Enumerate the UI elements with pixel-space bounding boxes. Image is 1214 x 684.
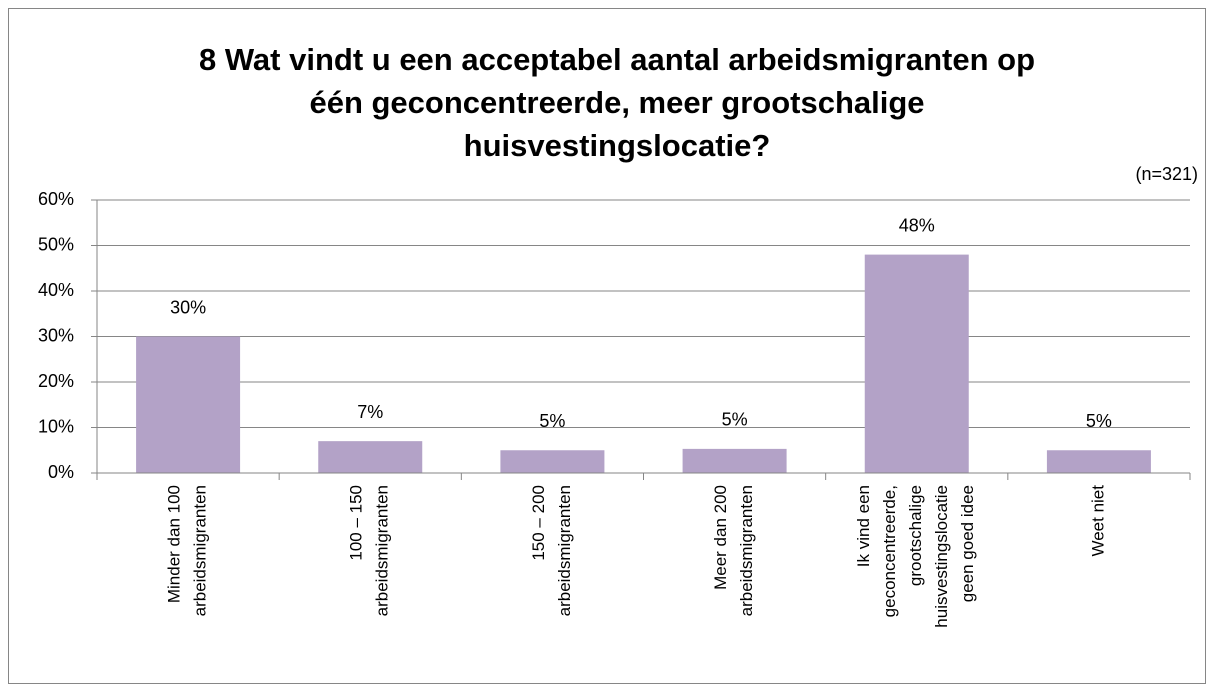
bar (1046, 450, 1151, 473)
chart-title: huisvestingslocatie? (464, 128, 771, 163)
x-tick-label: geen goed idee (958, 485, 977, 602)
y-tick-label: 50% (38, 234, 74, 254)
chart-subtitle: (n=321) (1135, 164, 1198, 184)
x-tick-label: Minder dan 100 (165, 485, 184, 603)
x-tick-label: arbeidsmigranten (555, 485, 574, 616)
chart-title: 8 Wat vindt u een acceptabel aantal arbe… (199, 42, 1035, 77)
value-label: 48% (899, 215, 935, 235)
x-tick-label: Ik vind een (854, 485, 873, 567)
x-tick-label: geconcentreerde, (880, 485, 899, 617)
value-label: 5% (722, 410, 748, 430)
bar (136, 336, 241, 473)
y-tick-label: 30% (38, 325, 74, 345)
x-tick-label: Meer dan 200 (711, 485, 730, 590)
value-label: 7% (357, 402, 383, 422)
y-tick-label: 10% (38, 416, 74, 436)
bar (864, 254, 969, 473)
x-tick-label: arbeidsmigranten (191, 485, 210, 616)
x-tick-label: arbeidsmigranten (737, 485, 756, 616)
bar (500, 450, 605, 473)
x-tick-label: 100 – 150 (347, 485, 366, 561)
x-tick-label: arbeidsmigranten (373, 485, 392, 616)
x-tick-label: Weet niet (1088, 485, 1107, 557)
value-label: 30% (170, 297, 206, 317)
y-tick-label: 20% (38, 371, 74, 391)
bar (318, 441, 423, 473)
x-tick-label: 150 – 200 (529, 485, 548, 561)
bar (682, 448, 787, 473)
value-label: 5% (1086, 411, 1112, 431)
y-tick-label: 0% (48, 462, 74, 482)
value-label: 5% (539, 411, 565, 431)
chart-title: één geconcentreerde, meer grootschalige (309, 85, 924, 120)
x-tick-label: huisvestingslocatie (932, 485, 951, 628)
x-tick-label: grootschalige (906, 485, 925, 586)
y-tick-label: 60% (38, 189, 74, 209)
y-tick-label: 40% (38, 280, 74, 300)
